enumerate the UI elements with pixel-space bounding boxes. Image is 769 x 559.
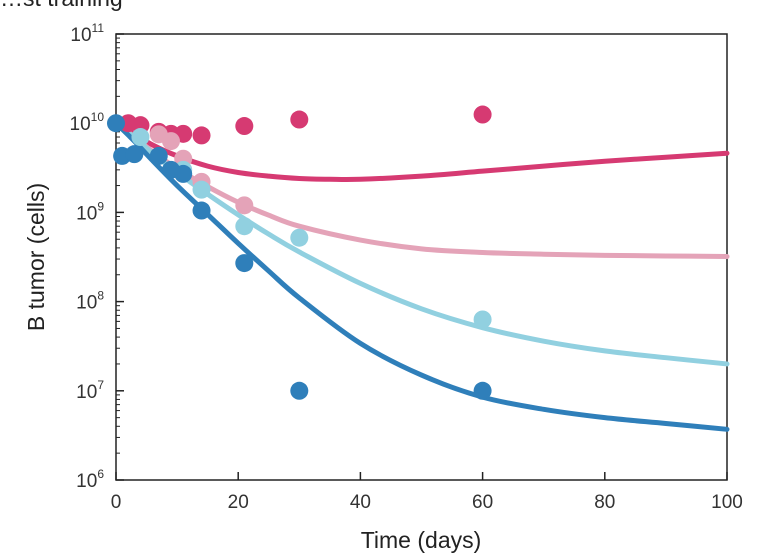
- series-blue-point: [125, 145, 144, 164]
- series-lightblue-point: [192, 180, 211, 199]
- chart-title: …st training: [0, 0, 123, 11]
- series-blue-point: [149, 146, 168, 165]
- y-tick-label: 107: [76, 378, 104, 403]
- series-magenta-point: [290, 110, 309, 129]
- series-magenta-point: [235, 117, 254, 136]
- y-tick-label: 106: [76, 467, 104, 492]
- series-pink-point: [235, 196, 254, 215]
- fit-curves: [113, 120, 730, 432]
- data-points: [107, 105, 492, 400]
- y-tick-label: 1010: [70, 110, 105, 135]
- x-tick-label: 0: [111, 492, 122, 513]
- series-blue-curve: [113, 120, 730, 432]
- y-axis-label: B tumor (cells): [23, 183, 49, 331]
- series-lightblue-point: [290, 228, 309, 247]
- series-lightblue-point: [473, 310, 492, 329]
- series-blue-point: [473, 381, 492, 400]
- y-tick-label: 109: [76, 199, 104, 224]
- y-axis: 106 107 108 109 1010 1011: [70, 21, 124, 492]
- series-blue-point: [174, 164, 193, 183]
- series-blue-point: [235, 254, 254, 273]
- series-blue-point: [107, 114, 125, 133]
- series-blue-point: [192, 201, 211, 220]
- series-magenta-point: [192, 126, 211, 145]
- series-blue-point: [290, 381, 309, 400]
- x-axis: 0 20 40 60 80 100: [111, 472, 743, 513]
- x-tick-label: 20: [228, 492, 249, 513]
- x-tick-label: 100: [711, 492, 743, 513]
- series-pink-point: [161, 132, 180, 151]
- y-tick-label: 1011: [70, 21, 104, 46]
- y-tick-label: 108: [76, 289, 104, 314]
- series-magenta-point: [473, 105, 492, 124]
- x-axis-label: Time (days): [361, 527, 482, 553]
- x-tick-label: 60: [472, 492, 493, 513]
- x-tick-label: 40: [350, 492, 371, 513]
- x-tick-label: 80: [594, 492, 615, 513]
- series-lightblue-point: [131, 128, 150, 147]
- series-lightblue-point: [235, 217, 254, 236]
